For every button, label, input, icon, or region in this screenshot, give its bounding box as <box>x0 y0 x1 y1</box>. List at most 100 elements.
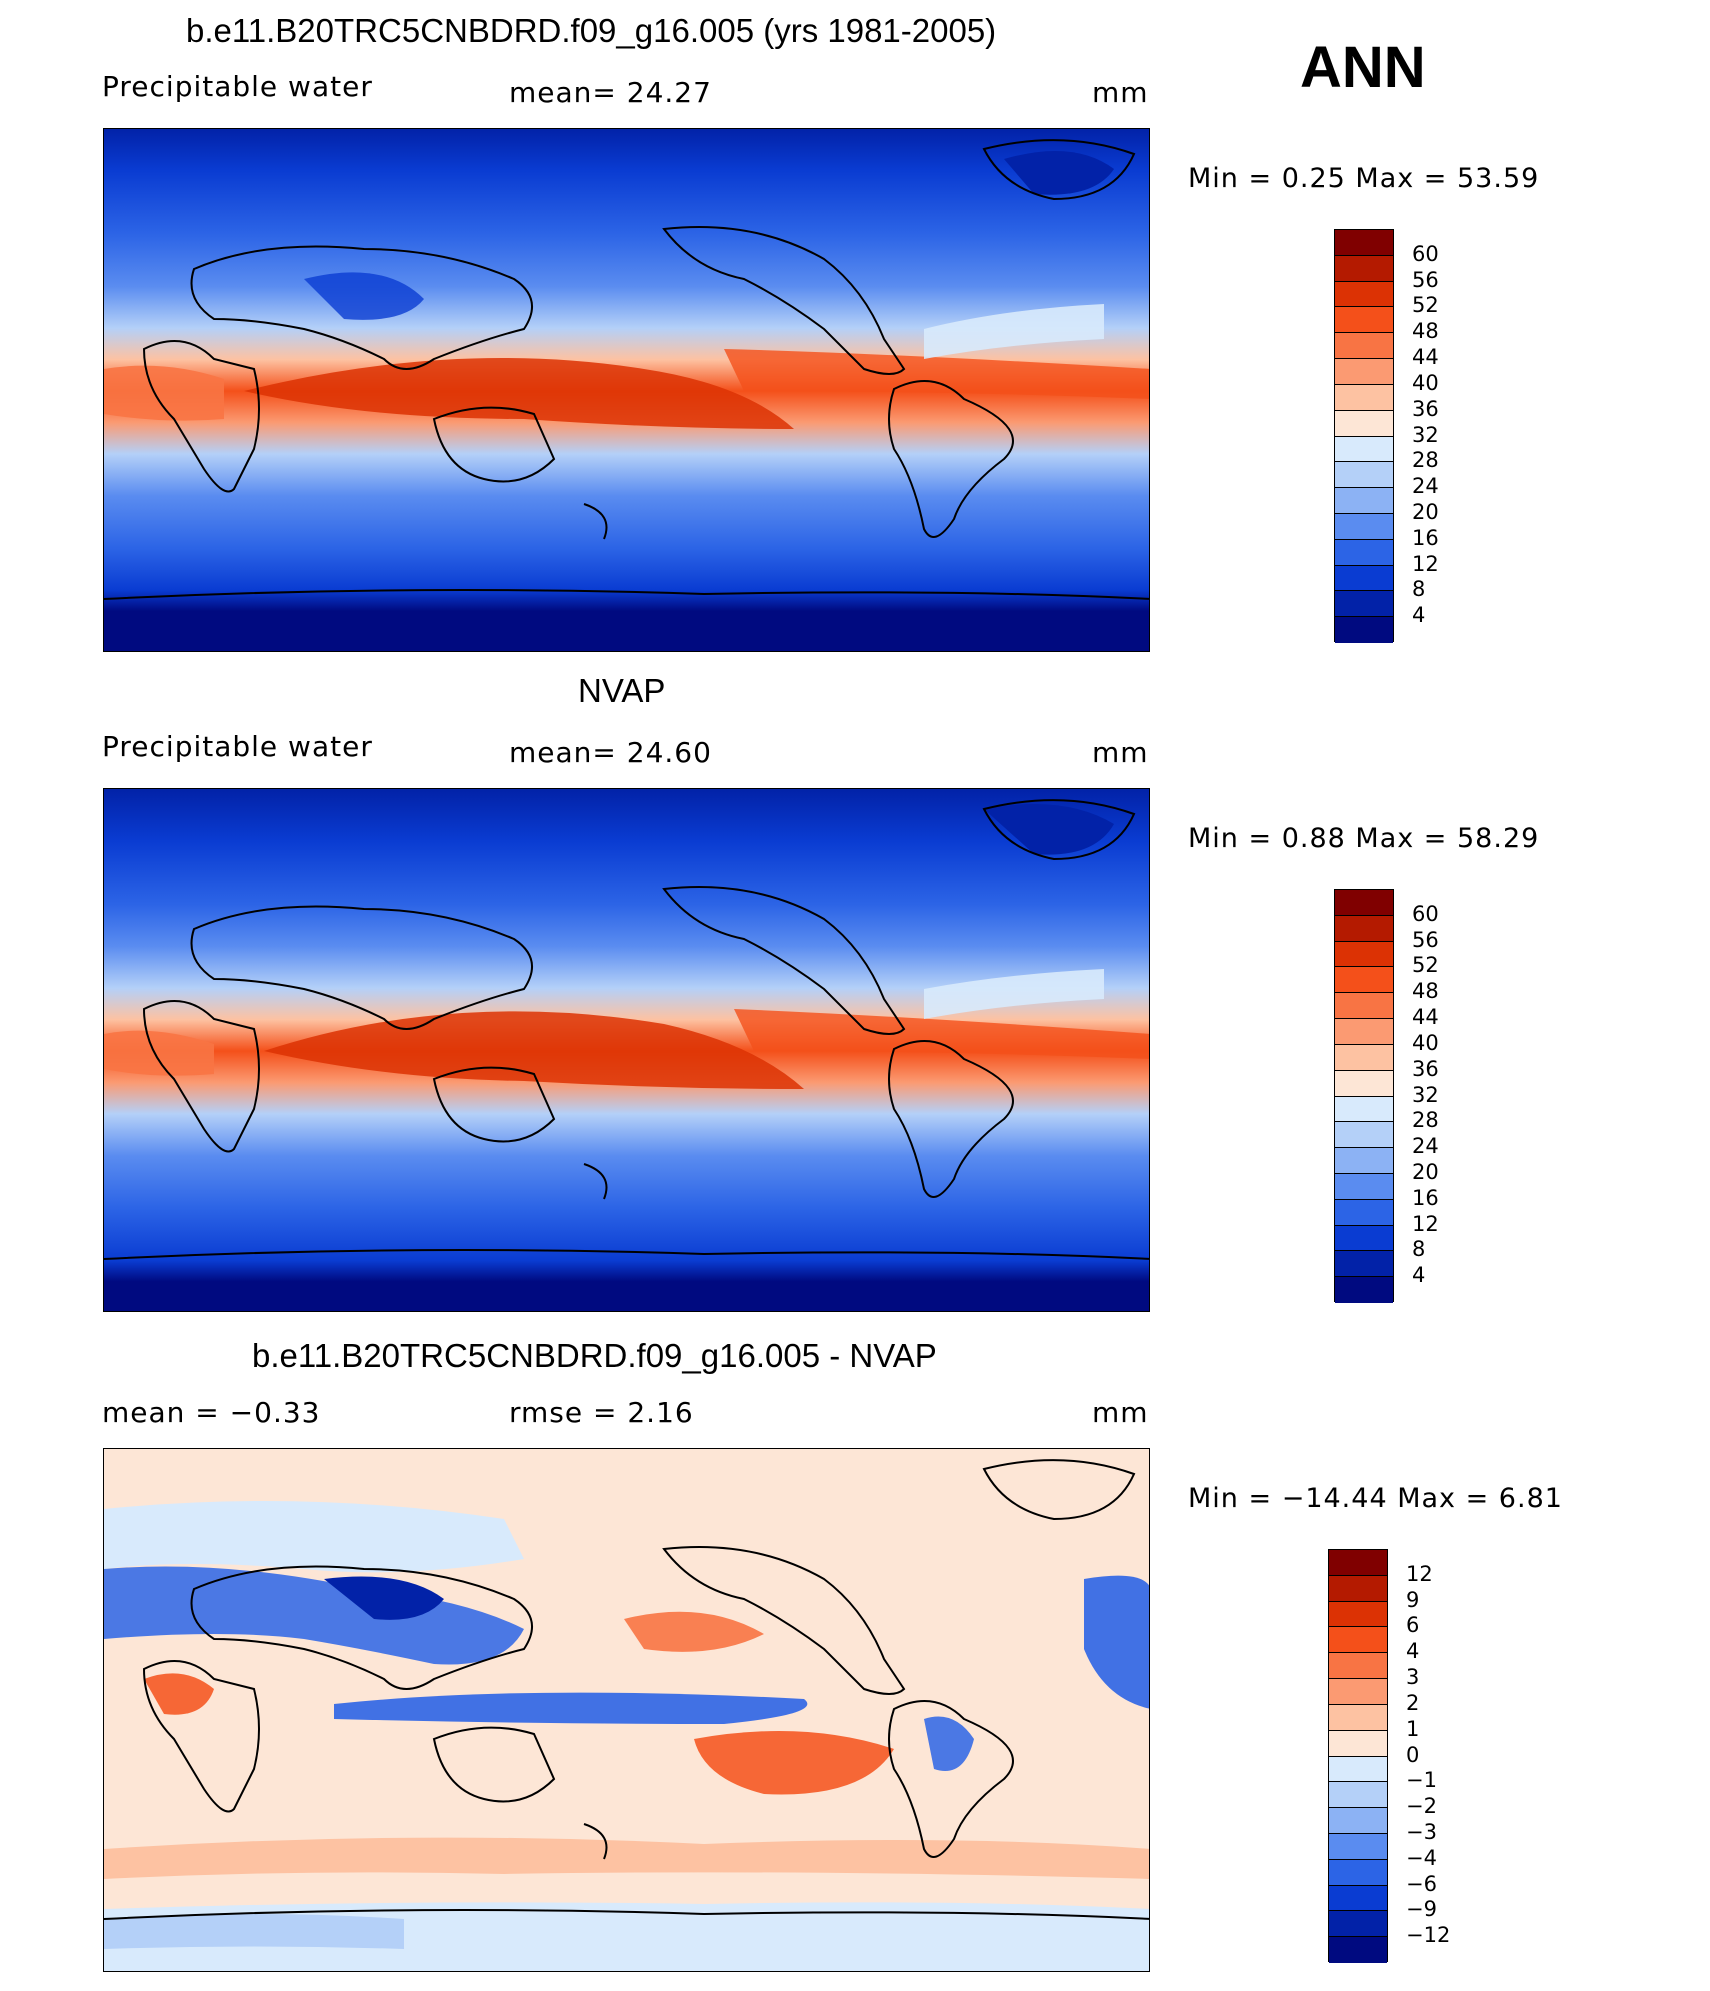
panel2-map-svg <box>104 789 1149 1311</box>
legend-tick-label: 36 <box>1412 396 1439 421</box>
legend-swatch <box>1329 1627 1387 1654</box>
legend-tick-label: 24 <box>1412 1134 1439 1159</box>
panel1-legend <box>1334 229 1394 643</box>
legend-tick-label: −2 <box>1406 1794 1437 1819</box>
legend-swatch <box>1335 513 1393 540</box>
legend-tick-label: 16 <box>1412 1185 1439 1210</box>
legend-swatch <box>1335 255 1393 282</box>
legend-swatch <box>1335 941 1393 968</box>
legend-tick-label: −12 <box>1406 1923 1451 1948</box>
panel2-legend <box>1334 889 1394 1303</box>
legend-swatch <box>1335 1173 1393 1200</box>
legend-tick-label: 48 <box>1412 979 1439 1004</box>
panel3-map-svg <box>104 1449 1149 1971</box>
panel2-mean-label: mean= 24.60 <box>509 736 712 769</box>
legend-swatch <box>1329 1937 1387 1963</box>
panel1-units: mm <box>1092 76 1149 109</box>
legend-tick-label: 32 <box>1412 422 1439 447</box>
legend-swatch <box>1335 993 1393 1020</box>
legend-swatch <box>1335 1122 1393 1149</box>
legend-swatch <box>1329 1782 1387 1809</box>
legend-tick-label: 40 <box>1412 1030 1439 1055</box>
legend-tick-label: 2 <box>1406 1690 1420 1715</box>
legend-tick-label: 12 <box>1412 551 1439 576</box>
panel2-minmax: Min = 0.88 Max = 58.29 <box>1188 823 1540 854</box>
legend-tick-label: 3 <box>1406 1665 1420 1690</box>
panel1-title: b.e11.B20TRC5CNBDRD.f09_g16.005 (yrs 198… <box>186 12 997 49</box>
legend-swatch <box>1335 591 1393 618</box>
legend-tick-label: 0 <box>1406 1742 1420 1767</box>
legend-tick-label: −1 <box>1406 1768 1437 1793</box>
panel1-minmax: Min = 0.25 Max = 53.59 <box>1188 163 1540 194</box>
legend-tick-label: −6 <box>1406 1871 1437 1896</box>
panel3-mean-label: mean = −0.33 <box>102 1396 321 1429</box>
legend-swatch <box>1335 307 1393 334</box>
legend-swatch <box>1329 1808 1387 1834</box>
legend-tick-label: 40 <box>1412 370 1439 395</box>
panel3-minmax: Min = −14.44 Max = 6.81 <box>1188 1483 1563 1514</box>
legend-tick-label: 56 <box>1412 267 1439 292</box>
panel1-map-svg <box>104 129 1149 651</box>
legend-swatch <box>1329 1859 1387 1886</box>
legend-swatch <box>1335 890 1393 916</box>
legend-swatch <box>1335 436 1393 463</box>
legend-swatch <box>1335 230 1393 256</box>
panel2-left-label: Precipitable water <box>102 730 373 763</box>
legend-tick-label: 44 <box>1412 345 1439 370</box>
season-label: ANN <box>1300 35 1426 100</box>
legend-swatch <box>1329 1756 1387 1783</box>
legend-swatch <box>1335 1199 1393 1226</box>
legend-swatch <box>1335 333 1393 360</box>
legend-tick-label: 36 <box>1412 1056 1439 1081</box>
panel3-rmse-label: rmse = 2.16 <box>509 1396 694 1429</box>
panel3-map <box>103 1448 1150 1972</box>
legend-tick-label: 6 <box>1406 1613 1420 1638</box>
legend-swatch <box>1335 915 1393 942</box>
legend-swatch <box>1335 1044 1393 1071</box>
panel2-map <box>103 788 1150 1312</box>
legend-swatch <box>1329 1885 1387 1912</box>
legend-tick-label: 28 <box>1412 448 1439 473</box>
legend-tick-label: −4 <box>1406 1845 1437 1870</box>
panel1-map <box>103 128 1150 652</box>
legend-swatch <box>1329 1653 1387 1680</box>
panel1-mean-label: mean= 24.27 <box>509 76 712 109</box>
legend-swatch <box>1335 1148 1393 1174</box>
legend-swatch <box>1335 565 1393 592</box>
legend-tick-label: 60 <box>1412 241 1439 266</box>
legend-swatch <box>1335 1277 1393 1303</box>
legend-swatch <box>1329 1575 1387 1602</box>
legend-swatch <box>1335 384 1393 411</box>
legend-swatch <box>1329 1730 1387 1757</box>
panel3-legend <box>1328 1549 1388 1963</box>
legend-swatch <box>1335 488 1393 514</box>
panel3-title: b.e11.B20TRC5CNBDRD.f09_g16.005 - NVAP <box>252 1337 937 1374</box>
legend-tick-label: −3 <box>1406 1819 1437 1844</box>
legend-tick-label: 28 <box>1412 1108 1439 1133</box>
legend-swatch <box>1335 281 1393 308</box>
legend-tick-label: 4 <box>1412 1263 1426 1288</box>
legend-tick-label: 12 <box>1412 1211 1439 1236</box>
legend-tick-label: 12 <box>1406 1561 1433 1586</box>
legend-swatch <box>1329 1704 1387 1731</box>
legend-swatch <box>1335 967 1393 994</box>
legend-swatch <box>1335 1096 1393 1123</box>
legend-tick-label: 8 <box>1412 577 1426 602</box>
legend-tick-label: 60 <box>1412 901 1439 926</box>
panel1-left-label: Precipitable water <box>102 70 373 103</box>
panel2-units: mm <box>1092 736 1149 769</box>
panel3-units: mm <box>1092 1396 1149 1429</box>
legend-tick-label: 44 <box>1412 1005 1439 1030</box>
legend-swatch <box>1335 410 1393 437</box>
legend-swatch <box>1329 1601 1387 1628</box>
legend-swatch <box>1335 617 1393 643</box>
legend-tick-label: 56 <box>1412 927 1439 952</box>
legend-swatch <box>1335 1019 1393 1045</box>
legend-swatch <box>1329 1550 1387 1576</box>
legend-swatch <box>1335 462 1393 489</box>
legend-tick-label: −9 <box>1406 1897 1437 1922</box>
legend-swatch <box>1329 1911 1387 1938</box>
legend-swatch <box>1335 1225 1393 1252</box>
legend-tick-label: 52 <box>1412 953 1439 978</box>
legend-tick-label: 32 <box>1412 1082 1439 1107</box>
